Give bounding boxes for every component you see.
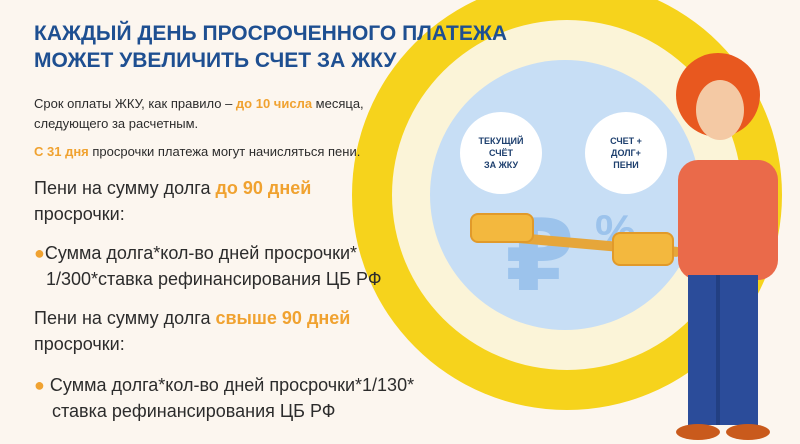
text: 1/300*ставка рефинансирования ЦБ РФ bbox=[46, 269, 382, 289]
title-line-2: МОЖЕТ УВЕЛИЧИТЬ СЧЕТ ЗА ЖКУ bbox=[34, 49, 397, 72]
text: месяца, bbox=[312, 96, 364, 111]
penalty-start-text: С 31 дня просрочки платежа могут начисля… bbox=[34, 142, 360, 162]
page-title: КАЖДЫЙ ДЕНЬ ПРОСРОЧЕННОГО ПЛАТЕЖА МОЖЕТ … bbox=[34, 20, 507, 74]
text: Срок оплаты ЖКУ, как правило – bbox=[34, 96, 236, 111]
text: Сумма долга*кол-во дней просрочки*1/130* bbox=[49, 375, 415, 395]
section-up-to-90-days: Пени на сумму долга до 90 дней просрочки… bbox=[34, 175, 311, 227]
text: просрочки платежа могут начисляться пени… bbox=[88, 144, 361, 159]
text: Сумма долга*кол-во дней просрочки* bbox=[44, 243, 358, 263]
highlight: С 31 дня bbox=[34, 144, 89, 159]
text: Пени на сумму долга bbox=[34, 308, 216, 328]
formula-over-90-days: ● Сумма долга*кол-во дней просрочки*1/13… bbox=[34, 372, 414, 424]
text: просрочки: bbox=[34, 334, 125, 354]
text: ставка рефинансирования ЦБ РФ bbox=[52, 401, 336, 421]
coins-left-icon bbox=[470, 213, 534, 243]
highlight: свыше 90 дней bbox=[215, 308, 351, 328]
coins-right-icon bbox=[612, 232, 674, 266]
illustration-circle bbox=[430, 60, 700, 330]
bullet-icon: ● bbox=[34, 375, 45, 395]
text: просрочки: bbox=[34, 204, 125, 224]
bullet-icon: ● bbox=[34, 243, 45, 263]
text: Пени на сумму долга bbox=[34, 178, 216, 198]
formula-up-to-90-days: ●Сумма долга*кол-во дней просрочки* 1/30… bbox=[34, 240, 382, 292]
bubble-current-bill: ТЕКУЩИЙ СЧЁТ ЗА ЖКУ bbox=[460, 112, 542, 194]
section-over-90-days: Пени на сумму долга свыше 90 дней просро… bbox=[34, 305, 350, 357]
thinking-person-illustration bbox=[676, 53, 778, 440]
text: следующего за расчетным. bbox=[34, 116, 199, 131]
payment-deadline-text: Срок оплаты ЖКУ, как правило – до 10 чис… bbox=[34, 94, 364, 134]
highlight: до 10 числа bbox=[235, 96, 313, 111]
bubble-bill-debt-penalty: СЧЕТ + ДОЛГ+ ПЕНИ bbox=[585, 112, 667, 194]
title-line-1: КАЖДЫЙ ДЕНЬ ПРОСРОЧЕННОГО ПЛАТЕЖА bbox=[34, 22, 508, 45]
highlight: до 90 дней bbox=[215, 178, 312, 198]
